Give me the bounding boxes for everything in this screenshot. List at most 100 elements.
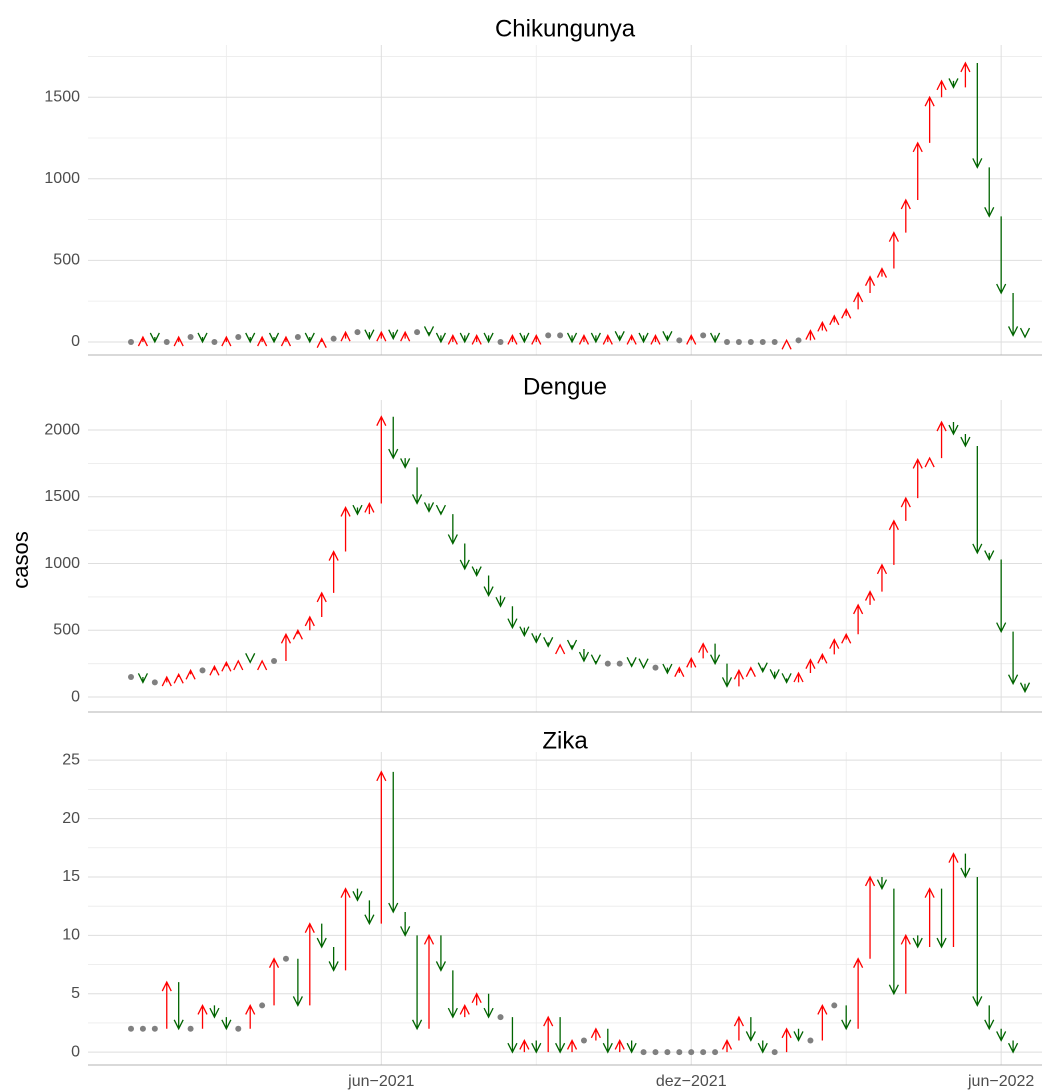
increase-arrow xyxy=(447,333,458,345)
decrease-arrow xyxy=(411,467,423,505)
y-tick-label: 1500 xyxy=(44,488,80,505)
increase-arrow xyxy=(173,672,184,684)
decrease-arrow xyxy=(841,1005,852,1031)
increase-arrow xyxy=(829,638,840,655)
increase-arrow xyxy=(197,1003,208,1029)
no-change-dot xyxy=(151,1025,158,1032)
no-change-dot xyxy=(187,1025,194,1032)
decrease-arrow xyxy=(721,663,733,688)
increase-arrow xyxy=(960,61,971,88)
decrease-arrow xyxy=(781,673,792,684)
decrease-arrow xyxy=(960,853,971,879)
increase-arrow xyxy=(948,852,959,948)
decrease-arrow xyxy=(435,935,447,972)
no-change-dot xyxy=(580,1037,587,1044)
increase-arrow xyxy=(829,314,840,326)
increase-arrow xyxy=(817,652,828,664)
decrease-arrow xyxy=(757,1040,768,1054)
increase-arrow xyxy=(853,603,864,635)
no-change-dot xyxy=(604,660,611,667)
increase-arrow xyxy=(900,496,911,521)
increase-arrow xyxy=(578,333,590,345)
increase-arrow xyxy=(912,141,923,200)
panel-title: Chikungunya xyxy=(495,15,636,42)
decrease-arrow xyxy=(876,876,888,891)
increase-arrow xyxy=(161,980,172,1029)
no-change-dot xyxy=(664,1049,671,1056)
decrease-arrow xyxy=(590,654,601,666)
decrease-arrow xyxy=(316,923,327,949)
decrease-arrow xyxy=(209,1005,220,1019)
no-change-dot xyxy=(795,337,802,344)
decrease-arrow xyxy=(972,876,983,1007)
increase-arrow xyxy=(328,550,339,593)
no-change-dot xyxy=(282,955,289,962)
no-change-dot xyxy=(271,658,278,665)
increase-arrow xyxy=(316,591,327,617)
increase-arrow xyxy=(459,1003,470,1018)
increase-arrow xyxy=(340,506,351,552)
increase-arrow xyxy=(531,333,542,345)
decrease-arrow xyxy=(948,422,959,436)
increase-arrow xyxy=(900,933,911,994)
increase-arrow xyxy=(221,335,232,347)
no-change-dot xyxy=(211,338,218,345)
decrease-arrow xyxy=(638,658,649,670)
increase-arrow xyxy=(173,335,184,347)
increase-arrow xyxy=(543,1015,554,1053)
y-tick-label: 1000 xyxy=(44,555,80,572)
increase-arrow xyxy=(185,668,196,680)
decrease-arrow xyxy=(328,947,339,972)
decrease-arrow xyxy=(352,504,363,516)
decrease-arrow xyxy=(447,970,458,1019)
decrease-arrow xyxy=(555,1017,566,1054)
increase-arrow xyxy=(853,957,864,1029)
no-change-dot xyxy=(700,332,707,339)
decrease-arrow xyxy=(507,606,518,630)
decrease-arrow xyxy=(459,332,470,344)
increase-arrow xyxy=(221,660,232,672)
decrease-arrow xyxy=(352,888,363,902)
y-tick-label: 0 xyxy=(71,1043,80,1060)
increase-arrow xyxy=(316,337,327,348)
no-change-dot xyxy=(640,1049,647,1056)
decrease-arrow xyxy=(483,575,494,598)
decrease-arrow xyxy=(411,935,423,1031)
decrease-arrow xyxy=(304,332,315,344)
decrease-arrow xyxy=(423,502,435,513)
no-change-dot xyxy=(652,664,659,671)
increase-arrow xyxy=(864,875,876,959)
decrease-arrow xyxy=(888,888,899,996)
no-change-dot xyxy=(557,332,564,339)
decrease-arrow xyxy=(388,329,399,341)
x-tick-label: dez−2021 xyxy=(656,1073,727,1090)
increase-arrow xyxy=(280,632,292,662)
decrease-arrow xyxy=(149,332,160,344)
increase-arrow xyxy=(519,1039,530,1053)
increase-arrow xyxy=(781,1027,792,1053)
decrease-arrow xyxy=(948,78,959,89)
increase-arrow xyxy=(376,330,387,342)
decrease-arrow xyxy=(137,673,149,684)
increase-arrow xyxy=(364,502,375,515)
increase-arrow xyxy=(817,320,828,332)
increase-arrow xyxy=(674,666,685,677)
no-change-dot xyxy=(187,334,194,341)
increase-arrow xyxy=(924,887,935,948)
decrease-arrow xyxy=(1019,682,1031,694)
decrease-arrow xyxy=(996,1028,1007,1042)
no-change-dot xyxy=(497,1014,504,1021)
increase-arrow xyxy=(268,957,280,1006)
decrease-arrow xyxy=(972,446,983,555)
panel-title: Zika xyxy=(542,727,588,754)
decrease-arrow xyxy=(996,559,1007,634)
decrease-arrow xyxy=(471,566,482,578)
increase-arrow xyxy=(853,291,864,310)
increase-arrow xyxy=(924,456,935,468)
increase-arrow xyxy=(805,658,816,674)
y-tick-label: 500 xyxy=(53,622,80,639)
decrease-arrow xyxy=(626,1040,637,1054)
no-change-dot xyxy=(294,334,301,341)
no-change-dot xyxy=(616,660,623,667)
decrease-arrow xyxy=(936,888,947,949)
